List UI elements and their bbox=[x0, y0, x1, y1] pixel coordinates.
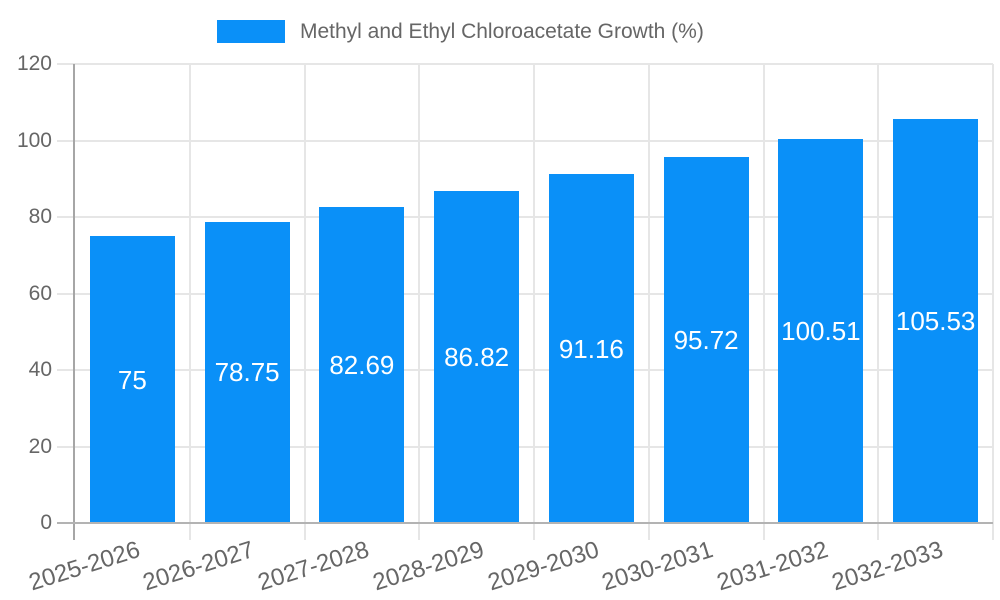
bar-value-label: 95.72 bbox=[673, 324, 739, 355]
bar-value-label: 82.69 bbox=[329, 349, 395, 380]
x-tick-label: 2031-2032 bbox=[713, 536, 832, 597]
bar[interactable] bbox=[204, 221, 290, 523]
legend-swatch bbox=[217, 20, 285, 43]
x-tick-label: 2027-2028 bbox=[254, 536, 373, 597]
bar[interactable] bbox=[778, 138, 864, 523]
x-tick-label: 2026-2027 bbox=[140, 536, 258, 597]
bar-value-label: 75 bbox=[117, 364, 147, 395]
bar[interactable] bbox=[893, 119, 979, 523]
x-grid-line bbox=[303, 64, 306, 540]
y-tick-mark bbox=[57, 63, 75, 65]
bar[interactable] bbox=[434, 190, 520, 523]
legend-item[interactable]: Methyl and Ethyl Chloroacetate Growth (%… bbox=[217, 20, 704, 43]
bar[interactable] bbox=[548, 174, 634, 523]
y-tick-label: 0 bbox=[40, 511, 52, 535]
y-tick-mark bbox=[57, 369, 75, 371]
x-tick-label: 2029-2030 bbox=[484, 536, 602, 597]
bar[interactable] bbox=[89, 236, 175, 523]
x-tick-label: 2025-2026 bbox=[25, 536, 143, 597]
y-tick-mark bbox=[57, 445, 75, 448]
y-tick-mark bbox=[57, 139, 75, 142]
y-tick-label: 20 bbox=[28, 434, 52, 458]
bar-value-label: 91.16 bbox=[558, 333, 624, 364]
bar[interactable] bbox=[663, 156, 749, 523]
legend-label: Methyl and Ethyl Chloroacetate Growth (%… bbox=[300, 20, 704, 43]
bar-value-label: 78.75 bbox=[214, 357, 280, 388]
x-tick-label: 2028-2029 bbox=[369, 536, 488, 597]
x-grid-line bbox=[418, 64, 421, 540]
x-axis-baseline bbox=[73, 522, 993, 524]
y-tick-label: 60 bbox=[28, 281, 52, 305]
y-tick-label: 80 bbox=[28, 205, 52, 229]
x-grid-line bbox=[647, 64, 650, 540]
y-axis-line bbox=[73, 64, 75, 540]
y-tick-label: 40 bbox=[28, 358, 52, 382]
x-grid-line bbox=[877, 64, 880, 540]
y-tick-mark bbox=[57, 216, 75, 218]
bar-value-label: 86.82 bbox=[444, 341, 510, 372]
y-tick-mark bbox=[57, 292, 75, 295]
x-tick-label: 2032-2033 bbox=[828, 536, 947, 597]
x-grid-line bbox=[992, 64, 994, 540]
x-grid-line bbox=[533, 64, 535, 540]
bar-value-label: 100.51 bbox=[781, 315, 861, 346]
x-grid-line bbox=[762, 64, 765, 540]
bar[interactable] bbox=[319, 206, 405, 523]
x-tick-label: 2030-2031 bbox=[599, 536, 717, 597]
x-grid-line bbox=[188, 64, 191, 540]
bar-value-label: 105.53 bbox=[895, 306, 976, 337]
y-tick-mark bbox=[57, 522, 75, 524]
y-tick-label: 100 bbox=[16, 128, 52, 152]
y-tick-label: 120 bbox=[16, 52, 52, 76]
